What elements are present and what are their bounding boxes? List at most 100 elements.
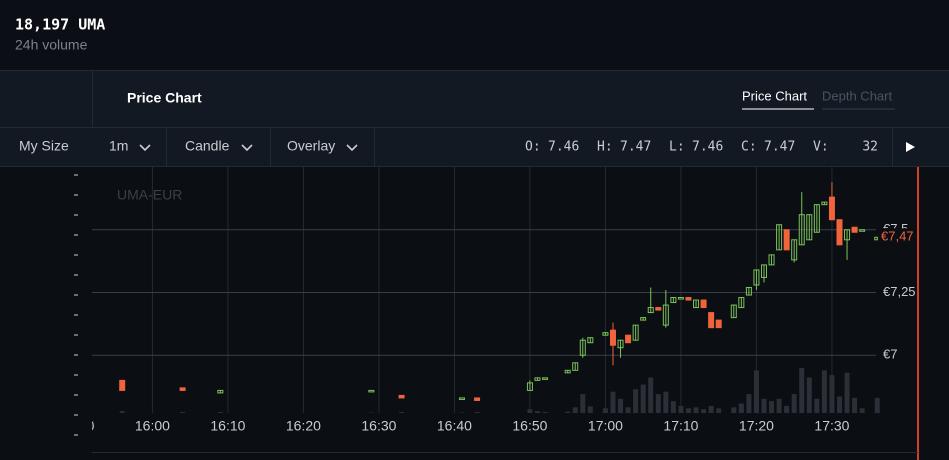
volume-bar [663, 391, 669, 413]
ohlcv-label: C: [741, 140, 757, 155]
ohlcv-label: H: [597, 140, 613, 155]
ohlcv-value: 7.46 [692, 140, 723, 155]
volume-bar [829, 375, 835, 413]
play-button[interactable] [906, 142, 915, 152]
chevrons [139, 144, 358, 152]
candle-body [579, 339, 586, 356]
volume-bar [761, 398, 767, 413]
volume-bar [806, 377, 812, 413]
header-bg [0, 0, 949, 70]
candle-body [564, 369, 571, 374]
candle-body [458, 397, 465, 400]
candle-body [859, 229, 866, 232]
tab[interactable]: Depth Chart [822, 88, 892, 103]
volume-bar [753, 370, 759, 413]
volume-bar [119, 411, 125, 413]
x-tick-label: 16:50 [512, 418, 547, 434]
volume-bar [610, 391, 616, 413]
candle-body [715, 319, 722, 329]
volume-bar [852, 397, 858, 413]
candle-body [745, 286, 752, 296]
volume-bar [874, 397, 880, 413]
volume-bar [738, 403, 744, 413]
volume-label: 24h volume [15, 37, 88, 53]
candle-body [844, 229, 851, 241]
ohlcv-value: 7.47 [764, 140, 795, 155]
x-tick-label: 17:00 [588, 418, 623, 434]
candle-body [760, 264, 767, 278]
candle-body [662, 304, 669, 326]
x-tick-label: 16:40 [437, 418, 472, 434]
interval-select[interactable]: 1m [109, 138, 128, 154]
ohlcv-value: 7.46 [548, 140, 579, 155]
candle-body [217, 389, 224, 394]
toolbar [0, 127, 949, 166]
candle-body [783, 229, 790, 251]
ohlcv-label: V: [813, 140, 829, 155]
volume-bar [670, 401, 676, 413]
candle-body [119, 379, 126, 391]
candle-body [526, 382, 533, 391]
candle-body [776, 224, 783, 251]
candle-body [821, 201, 828, 206]
volume-bar [716, 408, 722, 413]
volume-bar [708, 405, 714, 413]
volume-bar [648, 377, 654, 413]
ohlcv-label: L: [669, 140, 685, 155]
volume-bar [618, 398, 624, 413]
candle-body [655, 307, 662, 311]
volume-bar [784, 405, 790, 413]
volume-bar [814, 398, 820, 413]
volume-bar [217, 412, 223, 413]
volume-bar [572, 407, 578, 413]
volume-bar [633, 389, 639, 413]
volume-bar [693, 407, 699, 413]
x-tick-label: 16:20 [286, 418, 321, 434]
candle-body [700, 299, 707, 309]
candle-body [398, 394, 405, 399]
volume: 18,197 UMA [15, 16, 105, 34]
candle-body [632, 324, 639, 341]
candle-body [670, 297, 677, 304]
style-select[interactable]: Candle [185, 138, 230, 154]
x-tick-label: 17:10 [663, 418, 698, 434]
x-tick-label: 16:10 [210, 418, 245, 434]
candle-body [708, 312, 715, 329]
y-tick-label: €7 [883, 347, 897, 362]
volume-bar [791, 394, 797, 413]
tab[interactable]: Price Chart [742, 88, 807, 103]
volume-bar [542, 412, 548, 413]
candle-body [617, 339, 624, 349]
candle-body [368, 389, 375, 393]
candle-body [685, 297, 692, 301]
candle-body [534, 377, 541, 381]
candle-body [609, 329, 616, 346]
overlay-select[interactable]: Overlay [287, 138, 335, 154]
volume-bar [655, 394, 661, 413]
volume-bar [746, 394, 752, 413]
x-tick-label: 16:00 [135, 418, 170, 434]
candle-body [828, 196, 835, 221]
ohlcv-value: 32 [862, 140, 878, 155]
candle-body [693, 299, 700, 309]
candle-body [677, 297, 684, 300]
volume-bar [844, 372, 850, 413]
candle-body [730, 304, 737, 319]
size-button[interactable]: My Size [19, 138, 69, 154]
price-tag-bg [878, 228, 918, 247]
volume-bar [565, 411, 571, 413]
volume-bar [701, 409, 707, 413]
candle-body [798, 214, 805, 246]
volume-bar [821, 370, 827, 413]
candle-body [851, 226, 858, 233]
x-tick-label: 17:20 [739, 418, 774, 434]
candle-body [179, 387, 186, 391]
volume-bar [399, 412, 405, 413]
candle-body [806, 214, 813, 241]
x-tick-label: 17:30 [814, 418, 849, 434]
candle-body [572, 362, 579, 371]
volume-bar [527, 409, 533, 413]
ohlcv-label: O: [525, 140, 541, 155]
